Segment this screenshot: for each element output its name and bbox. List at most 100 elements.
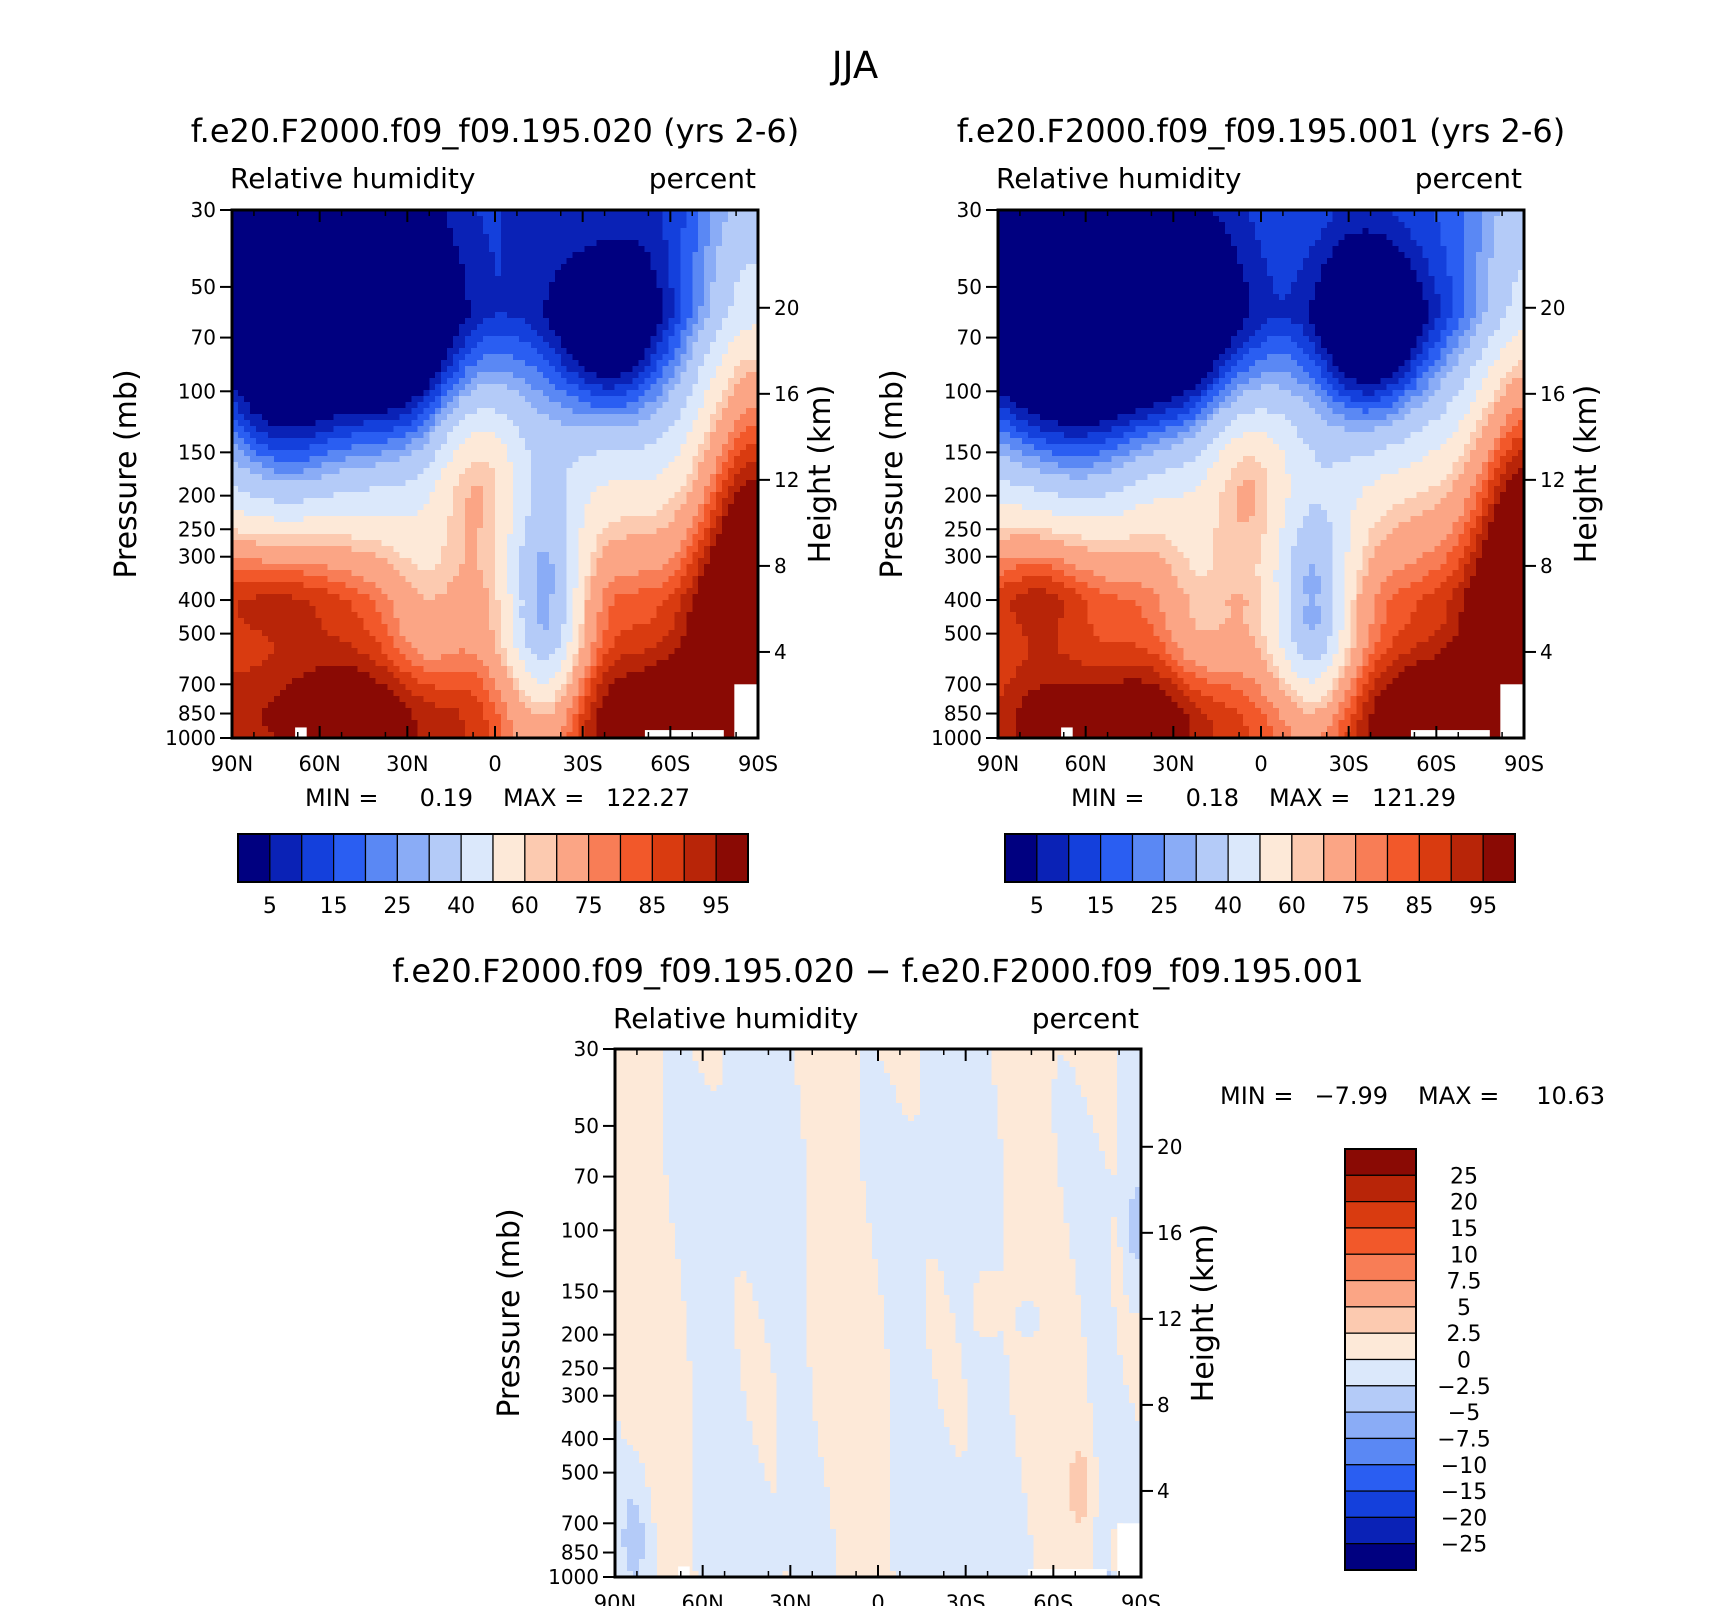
contour-cell: [435, 378, 442, 385]
contour-cell: [262, 222, 269, 229]
contour-cell: [716, 504, 723, 511]
contour-cell: [579, 414, 586, 421]
contour-cell: [274, 414, 281, 421]
contour-cell: [375, 288, 382, 295]
contour-cell: [304, 336, 311, 343]
contour-cell: [465, 426, 472, 433]
contour-cell: [346, 522, 353, 529]
contour-cell: [746, 348, 753, 355]
contour-cell: [561, 432, 568, 439]
contour-cell: [262, 324, 269, 331]
contour-cell: [656, 354, 663, 361]
contour-cell: [591, 540, 598, 547]
contour-cell: [429, 354, 436, 361]
contour-cell: [662, 282, 669, 289]
contour-cell: [632, 288, 639, 295]
contour-cell: [644, 462, 651, 469]
contour-cell: [435, 228, 442, 235]
contour-cell: [519, 222, 526, 229]
contour-cell: [238, 228, 245, 235]
contour-cell: [453, 498, 460, 505]
contour-cell: [585, 396, 592, 403]
contour-cell: [465, 492, 472, 499]
contour-cell: [399, 252, 406, 259]
contour-cell: [507, 264, 514, 271]
contour-cell: [477, 300, 484, 307]
contour-cell: [364, 408, 371, 415]
contour-cell: [244, 528, 251, 535]
contour-cell: [567, 444, 574, 451]
contour-cell: [304, 270, 311, 277]
contour-cell: [459, 342, 466, 349]
contour-cell: [375, 300, 382, 307]
contour-cell: [274, 516, 281, 523]
contour-cell: [621, 474, 628, 481]
contour-cell: [561, 330, 568, 337]
contour-cell: [573, 390, 580, 397]
contour-cell: [328, 258, 335, 265]
contour-cell: [274, 222, 281, 229]
contour-cell: [244, 498, 251, 505]
contour-cell: [627, 228, 634, 235]
contour-cell: [704, 300, 711, 307]
contour-cell: [501, 360, 508, 367]
contour-cell: [423, 534, 430, 541]
contour-cell: [352, 348, 359, 355]
contour-cell: [328, 432, 335, 439]
contour-cell: [692, 282, 699, 289]
contour-cell: [358, 510, 365, 517]
contour-cell: [286, 336, 293, 343]
contour-cell: [250, 336, 257, 343]
contour-cell: [668, 252, 675, 259]
contour-cell: [716, 396, 723, 403]
contour-cell: [405, 498, 412, 505]
contour-cell: [722, 282, 729, 289]
contour-cell: [716, 522, 723, 529]
contour-cell: [597, 444, 604, 451]
contour-cell: [674, 504, 681, 511]
contour-cell: [704, 258, 711, 265]
contour-cell: [621, 420, 628, 427]
contour-cell: [728, 504, 735, 511]
contour-cell: [716, 378, 723, 385]
contour-cell: [262, 396, 269, 403]
contour-cell: [435, 438, 442, 445]
contour-cell: [298, 390, 305, 397]
contour-cell: [507, 246, 514, 253]
contour-cell: [615, 522, 622, 529]
contour-cell: [692, 378, 699, 385]
contour-cell: [507, 540, 514, 547]
contour-cell: [453, 300, 460, 307]
contour-cell: [573, 522, 580, 529]
contour-cell: [310, 216, 317, 223]
contour-cell: [674, 522, 681, 529]
contour-cell: [585, 228, 592, 235]
contour-cell: [352, 354, 359, 361]
contour-cell: [609, 444, 616, 451]
contour-cell: [495, 330, 502, 337]
contour-cell: [328, 486, 335, 493]
contour-cell: [644, 540, 651, 547]
contour-cell: [477, 546, 484, 553]
contour-cell: [501, 222, 508, 229]
contour-cell: [292, 522, 299, 529]
contour-cell: [710, 414, 717, 421]
contour-cell: [668, 360, 675, 367]
contour-cell: [615, 276, 622, 283]
contour-cell: [609, 354, 616, 361]
contour-cell: [728, 270, 735, 277]
contour-cell: [543, 282, 550, 289]
contour-cell: [597, 396, 604, 403]
contour-cell: [316, 462, 323, 469]
contour-cell: [537, 228, 544, 235]
contour-cell: [453, 396, 460, 403]
contour-cell: [441, 300, 448, 307]
contour-cell: [340, 510, 347, 517]
contour-cell: [638, 540, 645, 547]
contour-cell: [268, 438, 275, 445]
contour-cell: [561, 474, 568, 481]
contour-cell: [627, 450, 634, 457]
contour-cell: [632, 498, 639, 505]
contour-cell: [674, 462, 681, 469]
contour-cell: [722, 492, 729, 499]
